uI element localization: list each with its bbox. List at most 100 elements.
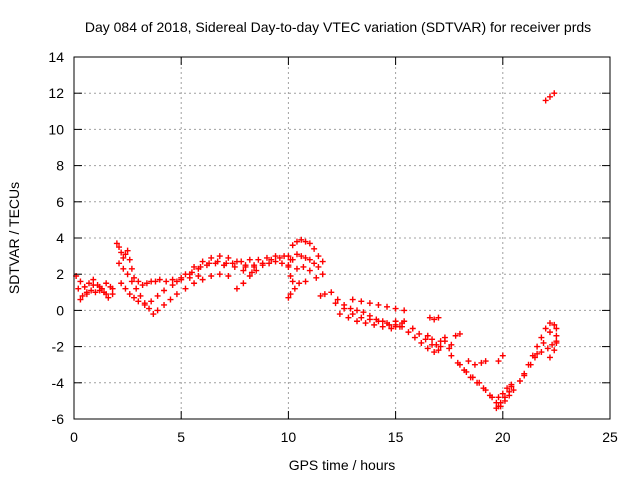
series-t30 xyxy=(465,358,489,368)
data-point xyxy=(225,273,232,280)
data-point xyxy=(137,292,144,299)
data-point xyxy=(534,343,541,350)
data-point xyxy=(315,263,322,270)
data-point xyxy=(499,352,506,359)
series-t34 xyxy=(495,352,506,365)
data-point xyxy=(251,262,258,269)
data-point xyxy=(384,303,391,310)
data-point xyxy=(354,307,361,314)
series-t08 xyxy=(188,258,255,276)
data-point xyxy=(126,291,133,298)
data-point xyxy=(501,397,508,404)
series-t24 xyxy=(424,332,448,348)
data-point xyxy=(103,291,110,298)
data-point xyxy=(388,325,395,332)
data-point xyxy=(313,274,320,281)
data-point xyxy=(375,301,382,308)
data-point xyxy=(416,330,423,337)
data-point xyxy=(255,256,262,263)
data-point xyxy=(319,271,326,278)
data-point xyxy=(379,323,386,330)
data-point xyxy=(105,294,112,301)
data-point xyxy=(431,349,438,356)
data-point xyxy=(332,300,339,307)
data-point xyxy=(375,318,382,325)
data-point xyxy=(287,273,294,280)
data-point xyxy=(418,339,425,346)
data-point xyxy=(152,278,159,285)
x-tick-label: 15 xyxy=(388,429,404,445)
data-point xyxy=(139,282,146,289)
data-point xyxy=(161,287,168,294)
data-point xyxy=(306,267,313,274)
data-point xyxy=(437,343,444,350)
data-point xyxy=(208,254,215,261)
data-point xyxy=(296,280,303,287)
data-point xyxy=(508,381,515,388)
data-point xyxy=(336,311,343,318)
data-point xyxy=(285,294,292,301)
data-point xyxy=(334,296,341,303)
data-point xyxy=(143,280,150,287)
data-point xyxy=(298,236,305,243)
data-point xyxy=(452,332,459,339)
data-point xyxy=(546,329,553,336)
data-point xyxy=(306,240,313,247)
data-point xyxy=(345,314,352,321)
data-point xyxy=(293,265,300,272)
data-point xyxy=(546,354,553,361)
data-point xyxy=(154,292,161,299)
x-tick-label: 5 xyxy=(177,429,185,445)
x-tick-label: 20 xyxy=(495,429,511,445)
data-point xyxy=(77,278,84,285)
data-point xyxy=(188,269,195,276)
data-point xyxy=(253,267,260,274)
data-point xyxy=(437,338,444,345)
y-axis-ticks: -6 -4 -2 0 2 4 6 8 10 12 14 xyxy=(48,49,610,427)
data-point xyxy=(429,336,436,343)
data-point xyxy=(465,358,472,365)
data-point xyxy=(199,258,206,265)
data-point xyxy=(122,251,129,258)
data-point xyxy=(456,330,463,337)
x-tick-label: 25 xyxy=(602,429,618,445)
data-point xyxy=(448,352,455,359)
data-point xyxy=(347,305,354,312)
series-t07 xyxy=(173,253,258,285)
data-point xyxy=(124,271,131,278)
data-point xyxy=(96,287,103,294)
data-points xyxy=(73,90,560,412)
series-t20 xyxy=(349,296,408,314)
y-tick-label: 8 xyxy=(56,158,64,174)
data-point xyxy=(86,280,93,287)
data-point xyxy=(285,263,292,270)
series-t14 xyxy=(287,263,320,281)
data-point xyxy=(161,301,168,308)
data-point xyxy=(120,265,127,272)
data-point xyxy=(371,321,378,328)
data-point xyxy=(409,325,416,332)
data-point xyxy=(328,289,335,296)
data-point xyxy=(90,276,97,283)
data-point xyxy=(169,282,176,289)
data-point xyxy=(109,291,116,298)
series-t33 xyxy=(497,392,513,410)
data-point xyxy=(510,387,517,394)
data-point xyxy=(433,341,440,348)
data-point xyxy=(392,318,399,325)
data-point xyxy=(146,305,153,312)
data-point xyxy=(553,325,560,332)
data-point xyxy=(289,256,296,263)
data-point xyxy=(208,273,215,280)
data-point xyxy=(521,372,528,379)
series-t13 xyxy=(285,251,326,278)
series-t15 xyxy=(289,278,309,287)
data-point xyxy=(191,263,198,270)
data-point xyxy=(401,307,408,314)
x-axis-ticks: 0 5 10 15 20 25 xyxy=(70,57,618,445)
data-point xyxy=(197,263,204,270)
data-point xyxy=(120,254,127,261)
y-tick-label: 4 xyxy=(56,230,64,246)
data-point xyxy=(493,405,500,412)
data-point xyxy=(489,394,496,401)
